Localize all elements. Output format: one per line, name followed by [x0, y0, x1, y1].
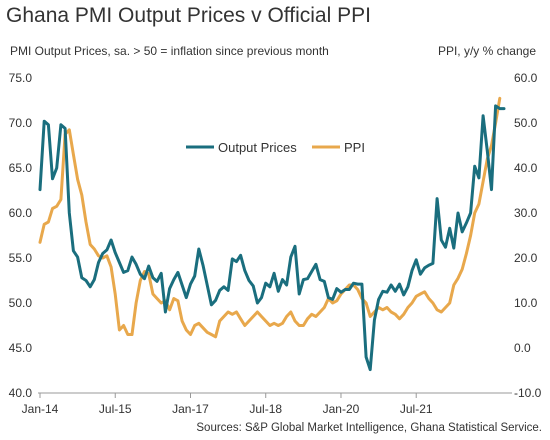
x-tick-label: Jan-17	[172, 402, 209, 416]
left-tick-label: 70.0	[9, 116, 33, 130]
right-tick-label: -10.0	[514, 386, 542, 400]
x-axis-ticks: Jan-14 Jul-15 Jan-17 Jul-18 Jan-20 Jul-21	[22, 393, 433, 416]
left-tick-label: 40.0	[9, 386, 33, 400]
left-axis-title: PMI Output Prices, sa. > 50 = inflation …	[10, 44, 329, 58]
right-tick-label: 20.0	[514, 251, 538, 265]
left-tick-label: 65.0	[9, 161, 33, 175]
legend-label-output-prices: Output Prices	[218, 140, 297, 155]
source-note: Sources: S&P Global Market Intelligence,…	[196, 422, 542, 434]
x-tick-label: Jul-21	[400, 402, 433, 416]
series-line-ppi	[38, 96, 502, 339]
left-tick-label: 45.0	[9, 341, 33, 355]
x-tick-label: Jan-14	[22, 402, 59, 416]
right-tick-label: 0.0	[514, 341, 531, 355]
left-tick-label: 55.0	[9, 251, 33, 265]
x-tick-label: Jul-18	[249, 402, 282, 416]
right-tick-label: 50.0	[514, 116, 538, 130]
legend-label-ppi: PPI	[344, 140, 365, 155]
series-layer	[38, 96, 506, 372]
left-tick-label: 75.0	[9, 71, 33, 85]
right-axis-ticks: -10.0 0.0 10.0 20.0 30.0 40.0 50.0 60.0	[514, 71, 542, 400]
left-tick-label: 50.0	[9, 296, 33, 310]
left-tick-label: 60.0	[9, 206, 33, 220]
chart-title: Ghana PMI Output Prices v Official PPI	[6, 4, 371, 27]
right-axis-title: PPI, y/y % change	[437, 44, 536, 58]
left-axis-ticks: 40.0 45.0 50.0 55.0 60.0 65.0 70.0 75.0	[9, 71, 33, 400]
right-tick-label: 10.0	[514, 296, 538, 310]
right-tick-label: 60.0	[514, 71, 538, 85]
x-tick-label: Jul-15	[99, 402, 132, 416]
x-tick-label: Jan-20	[323, 402, 360, 416]
right-tick-label: 40.0	[514, 161, 538, 175]
series-line-output-prices	[38, 104, 506, 372]
right-tick-label: 30.0	[514, 206, 538, 220]
legend: Output Prices PPI	[186, 140, 365, 155]
